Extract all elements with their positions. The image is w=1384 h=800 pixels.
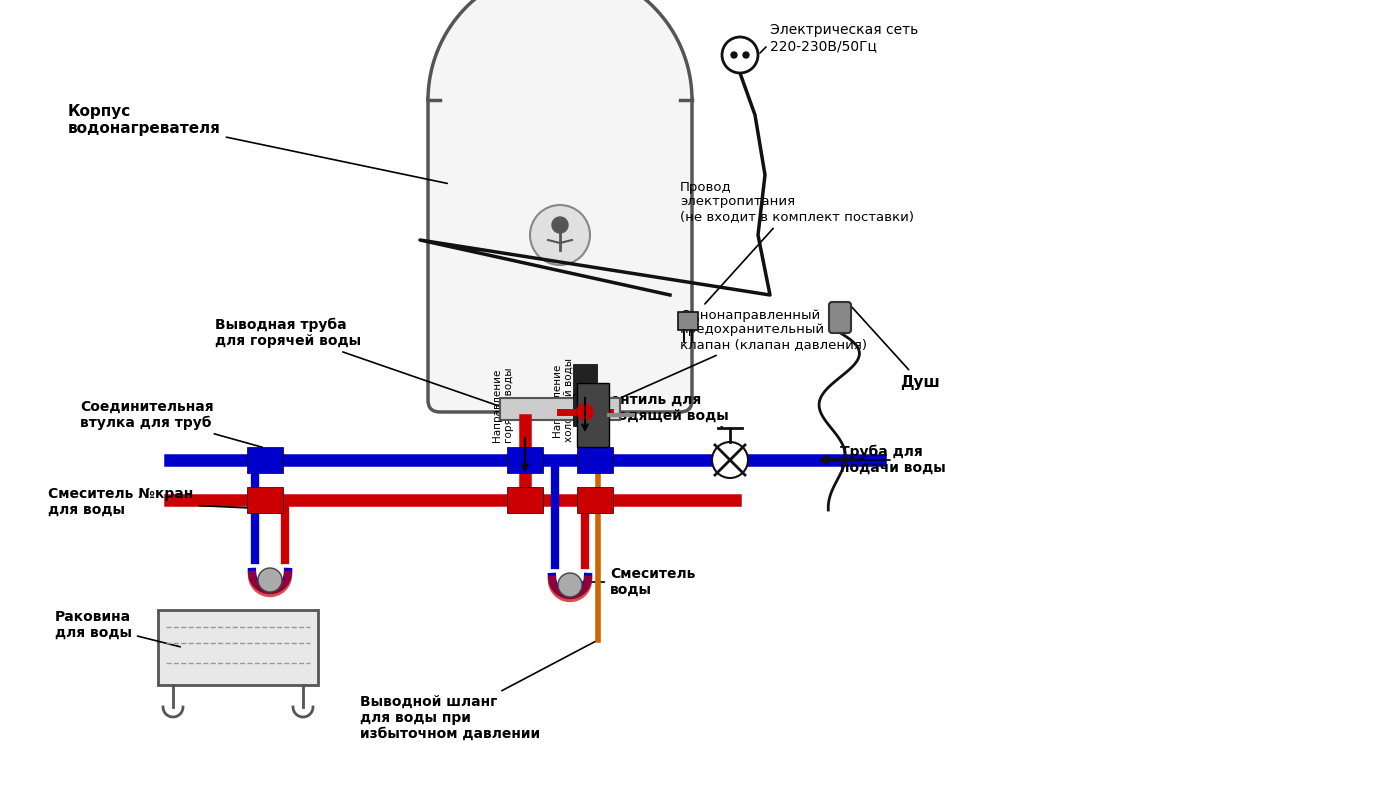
Polygon shape xyxy=(428,0,692,100)
Bar xyxy=(500,398,620,420)
Text: Соединительная
втулка для труб: Соединительная втулка для труб xyxy=(80,400,263,447)
Bar xyxy=(577,383,609,447)
FancyBboxPatch shape xyxy=(829,302,851,333)
Text: Труба для
подачи воды: Труба для подачи воды xyxy=(840,445,945,475)
Bar xyxy=(573,394,597,426)
Text: Раковина
для воды: Раковина для воды xyxy=(55,610,180,647)
Bar xyxy=(573,364,597,396)
Circle shape xyxy=(743,52,749,58)
Bar xyxy=(577,487,613,513)
Bar xyxy=(678,312,698,330)
Text: Вентиль для
входящей воды: Вентиль для входящей воды xyxy=(601,393,729,427)
Text: Смеситель №кран
для воды: Смеситель №кран для воды xyxy=(48,487,248,517)
Circle shape xyxy=(530,205,590,265)
Text: Смеситель
воды: Смеситель воды xyxy=(583,567,695,597)
Bar xyxy=(577,447,613,473)
Circle shape xyxy=(722,37,758,73)
Circle shape xyxy=(257,568,282,592)
Text: Выводная труба
для горячей воды: Выводная труба для горячей воды xyxy=(215,318,522,414)
Bar xyxy=(158,610,318,685)
Text: Провод
электропитания
(не входит в комплект поставки): Провод электропитания (не входит в компл… xyxy=(680,181,913,304)
Text: Выводной шланг
для воды при
избыточном давлении: Выводной шланг для воды при избыточном д… xyxy=(360,642,595,741)
Text: Корпус
водонагревателя: Корпус водонагревателя xyxy=(68,104,447,183)
Bar xyxy=(246,447,282,473)
Text: Электрическая сеть
220-230В/50Гц: Электрическая сеть 220-230В/50Гц xyxy=(770,23,918,53)
Bar xyxy=(246,487,282,513)
Text: Направление
холодной воды: Направление холодной воды xyxy=(552,358,574,442)
Text: Направление
горячей воды: Направление горячей воды xyxy=(493,367,513,442)
Circle shape xyxy=(711,442,747,478)
Circle shape xyxy=(577,404,592,420)
Text: Душ: Душ xyxy=(853,307,940,390)
Bar xyxy=(507,447,543,473)
Circle shape xyxy=(552,217,567,233)
Circle shape xyxy=(558,573,583,597)
Circle shape xyxy=(731,52,738,58)
Bar xyxy=(507,487,543,513)
FancyBboxPatch shape xyxy=(428,88,692,412)
Text: Однонаправленный
предохранительный
клапан (клапан давления): Однонаправленный предохранительный клапа… xyxy=(602,309,866,406)
